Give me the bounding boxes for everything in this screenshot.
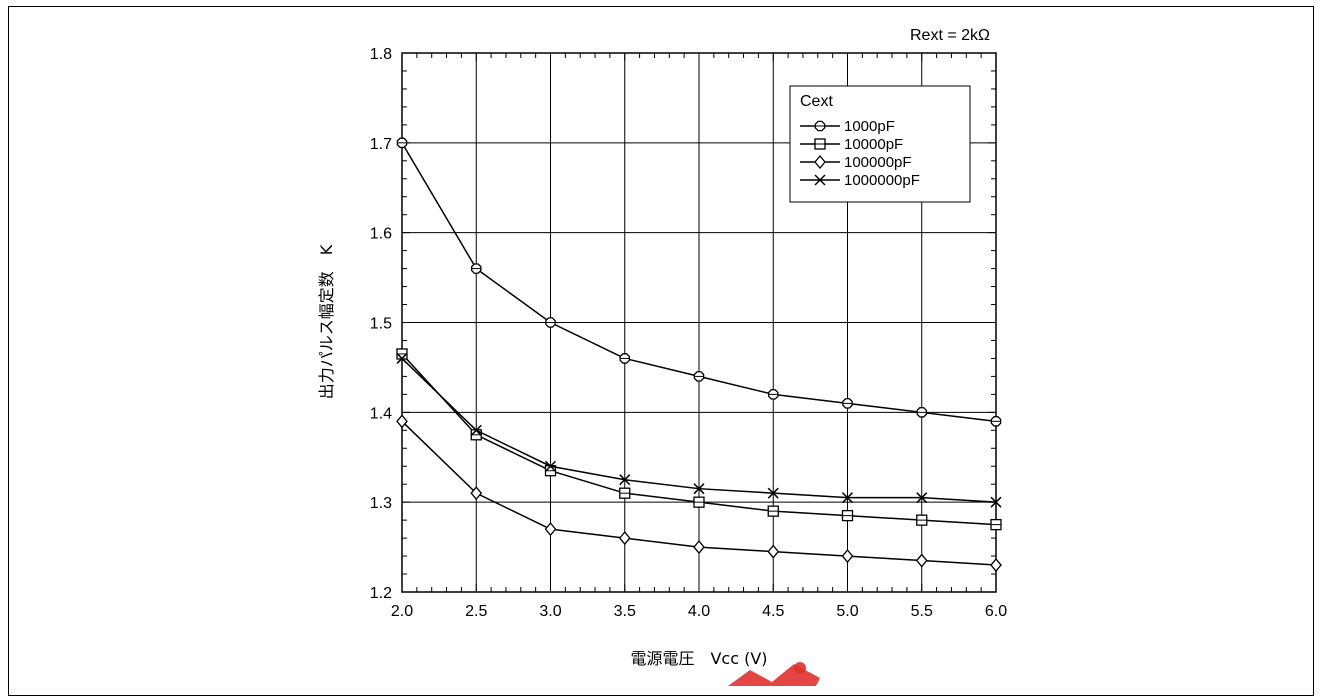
data-point-100000pF bbox=[396, 414, 408, 429]
minor-ticks bbox=[402, 53, 996, 592]
data-point-1000000pF-stroke bbox=[470, 424, 482, 436]
data-point-1000000pF-stroke bbox=[396, 352, 408, 364]
data-point-1000000pF-stroke bbox=[841, 492, 854, 504]
x-tick-label: 2.0 bbox=[391, 603, 413, 620]
y-tick-label: 1.3 bbox=[370, 495, 392, 512]
data-point-100000pF bbox=[693, 540, 705, 555]
y-tick-label: 1.7 bbox=[370, 136, 392, 153]
x-tick-label: 3.0 bbox=[539, 603, 561, 620]
data-point-1000pF bbox=[545, 317, 556, 328]
data-point-100000pF bbox=[544, 522, 557, 537]
data-point-10000pF bbox=[693, 496, 705, 508]
data-point-1000000pF-stroke bbox=[544, 460, 557, 472]
data-point-1000pF bbox=[767, 389, 779, 400]
data-point-100000pF bbox=[990, 558, 1002, 573]
rext-annotation: Rext = 2kΩ bbox=[910, 27, 990, 44]
data-point-1000000pF-stroke bbox=[619, 474, 631, 486]
legend-marker bbox=[814, 174, 826, 186]
data-point-1000pF bbox=[842, 398, 853, 409]
data-point-1000000pF bbox=[767, 487, 779, 499]
x-tick-label: 3.5 bbox=[614, 603, 636, 620]
y-tick-label: 1.2 bbox=[370, 585, 392, 602]
data-point-1000pF bbox=[916, 407, 928, 418]
data-point-1000000pF-stroke bbox=[693, 483, 705, 495]
y-tick-label: 1.5 bbox=[370, 316, 392, 333]
data-point-10000pF bbox=[990, 518, 1002, 531]
legend-marker bbox=[814, 120, 826, 132]
data-point-1000000pF bbox=[396, 352, 408, 364]
data-point-1000000pF bbox=[916, 492, 928, 504]
x-tick-label: 5.5 bbox=[911, 603, 933, 620]
legend-entry: 1000pF bbox=[800, 118, 895, 135]
data-point-1000000pF bbox=[619, 474, 631, 486]
legend-entry: 1000000pF bbox=[800, 172, 920, 189]
data-point-1000pF bbox=[619, 353, 631, 364]
legend-marker bbox=[814, 138, 826, 150]
data-point-10000pF bbox=[841, 509, 854, 522]
data-point-1000000pF-stroke bbox=[767, 487, 779, 499]
legend-label: 100000pF bbox=[844, 154, 912, 171]
data-point-1000pF bbox=[470, 263, 482, 274]
series-10000pF bbox=[396, 348, 1002, 531]
series-1000000pF bbox=[396, 352, 1002, 508]
watermark-logo bbox=[728, 662, 820, 686]
data-point-100000pF bbox=[618, 531, 631, 546]
data-point-10000pF bbox=[767, 505, 779, 517]
data-point-1000pF bbox=[990, 416, 1002, 427]
data-point-100000pF bbox=[767, 544, 780, 559]
data-point-1000000pF bbox=[990, 496, 1002, 508]
y-axis-label: 出力パルス幅定数 K bbox=[317, 244, 336, 399]
data-point-1000000pF-stroke bbox=[916, 492, 928, 504]
legend-marker bbox=[814, 154, 826, 170]
y-tick-label: 1.6 bbox=[370, 226, 392, 243]
data-point-100000pF bbox=[915, 553, 928, 568]
x-tick-label: 2.5 bbox=[465, 603, 487, 620]
series-1000pF bbox=[396, 137, 1002, 427]
data-point-100000pF bbox=[470, 486, 483, 501]
legend-title: Cext bbox=[800, 93, 833, 110]
data-point-10000pF bbox=[619, 487, 631, 499]
legend-label: 10000pF bbox=[844, 136, 903, 153]
legend-marker-stroke bbox=[814, 174, 826, 186]
data-point-1000000pF bbox=[544, 460, 557, 472]
data-point-10000pF bbox=[916, 514, 928, 526]
x-axis-label: 電源電圧 Vcc (V) bbox=[630, 649, 767, 668]
x-tick-label: 5.0 bbox=[836, 603, 858, 620]
legend-label: 1000pF bbox=[844, 118, 895, 135]
x-tick-label: 4.0 bbox=[688, 603, 710, 620]
data-point-1000pF bbox=[396, 137, 408, 149]
legend-entry: 100000pF bbox=[800, 154, 912, 171]
y-tick-label: 1.8 bbox=[370, 46, 392, 63]
x-tick-label: 6.0 bbox=[985, 603, 1007, 620]
data-point-1000000pF bbox=[693, 483, 705, 495]
y-tick-labels: 1.2 1.3 1.4 1.5 1.6 1.7 1.8 bbox=[370, 46, 392, 602]
data-point-1000000pF-stroke bbox=[990, 496, 1002, 508]
legend-entry: 10000pF bbox=[800, 136, 903, 153]
series-layer bbox=[396, 137, 1002, 573]
x-tick-labels: 2.0 2.5 3.0 3.5 4.0 4.5 5.0 5.5 6.0 bbox=[391, 603, 1007, 620]
data-point-1000000pF bbox=[470, 424, 482, 436]
data-point-100000pF bbox=[841, 549, 854, 564]
y-tick-label: 1.4 bbox=[370, 405, 392, 422]
x-tick-label: 4.5 bbox=[762, 603, 784, 620]
data-point-1000000pF bbox=[841, 492, 854, 504]
legend-label: 1000000pF bbox=[844, 172, 920, 189]
data-point-1000pF bbox=[693, 371, 705, 382]
series-100000pF bbox=[396, 414, 1002, 573]
